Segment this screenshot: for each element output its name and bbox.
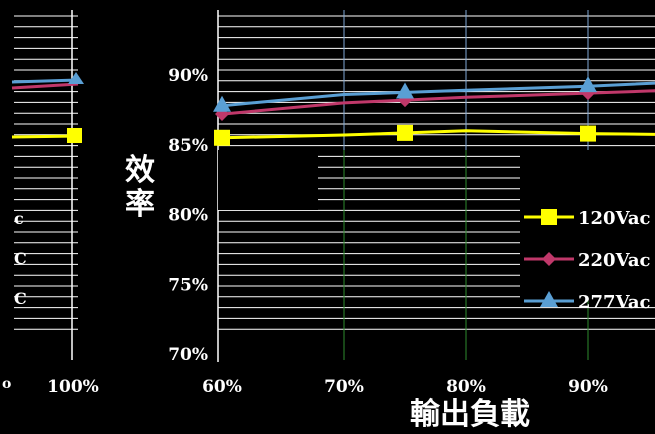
y-axis-label: 效率 — [125, 153, 155, 222]
series-line — [221, 129, 655, 140]
y-tick-label: 90% — [168, 66, 208, 86]
legend: 120Vac 220Vac 277Vac — [524, 208, 651, 313]
series-line — [221, 81, 655, 108]
left-panel-x-tick-label: 100% — [47, 377, 99, 397]
x-axis-label: 輸出負載 — [410, 397, 530, 432]
series-lines — [221, 81, 655, 140]
y-axis-label-char: 效 — [125, 153, 155, 188]
x-axis-tick-labels: 60% 70% 80% 90% — [202, 377, 608, 397]
left-legend-fragment-3: C — [14, 289, 27, 308]
x-tick-label: 80% — [446, 377, 486, 397]
left-edge-mask — [0, 0, 14, 434]
left-edge-label: o — [2, 376, 11, 392]
grid-gap — [218, 150, 318, 210]
left-panel: 100% o c C C — [0, 0, 99, 434]
marker-triangle — [213, 95, 231, 112]
y-axis-label-char: 率 — [125, 187, 155, 222]
legend-marker-square — [541, 209, 557, 225]
legend-marker-triangle — [540, 291, 558, 307]
left-series-277 — [11, 78, 79, 84]
left-series-220 — [11, 82, 79, 90]
legend-label: 220Vac — [578, 250, 651, 271]
y-tick-label: 80% — [168, 206, 208, 226]
left-legend-fragment-1: c — [14, 209, 24, 228]
x-tick-label: 90% — [568, 377, 608, 397]
left-legend-fragment-2: C — [14, 249, 27, 268]
left-marker-120 — [67, 128, 82, 143]
marker-square — [580, 125, 596, 142]
marker-square — [397, 124, 413, 141]
series-line — [221, 89, 655, 116]
legend-label: 120Vac — [578, 208, 651, 229]
y-axis-tick-labels: 70% 75% 80% 85% 90% — [168, 66, 208, 365]
y-tick-label: 70% — [168, 345, 208, 365]
x-tick-label: 70% — [324, 377, 364, 397]
marker-triangle — [579, 76, 597, 93]
y-tick-label: 75% — [168, 275, 208, 295]
y-tick-label: 85% — [168, 136, 208, 156]
marker-triangle — [396, 82, 414, 99]
x-tick-label: 60% — [202, 377, 242, 397]
left-marker-277 — [68, 72, 84, 84]
legend-label: 277Vac — [578, 292, 651, 313]
legend-marker-diamond — [542, 252, 556, 266]
left-panel-grid — [0, 0, 84, 434]
marker-square — [214, 129, 230, 146]
series-markers — [213, 76, 597, 146]
